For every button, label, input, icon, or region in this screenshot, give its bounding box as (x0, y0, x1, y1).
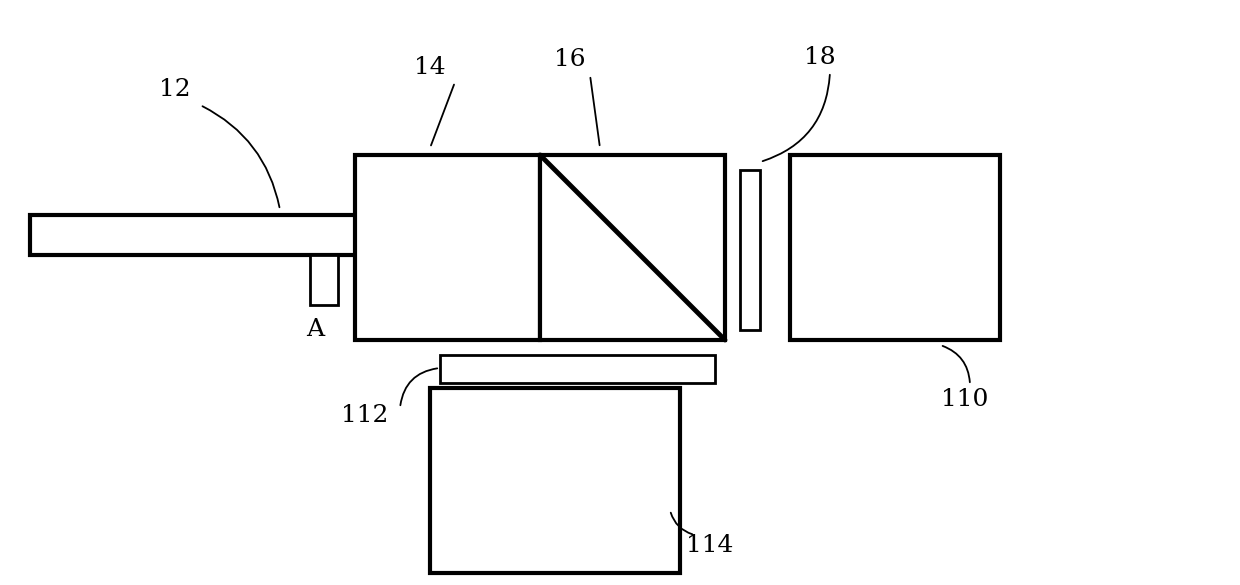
Bar (790, 155, 999, 340)
Text: A: A (306, 318, 324, 342)
Bar (539, 155, 725, 340)
Bar (30, 215, 360, 255)
Bar (440, 355, 715, 383)
Text: 16: 16 (554, 49, 585, 71)
Text: 114: 114 (686, 534, 734, 556)
Text: 14: 14 (414, 57, 446, 80)
Text: 18: 18 (805, 46, 836, 70)
Bar (740, 170, 760, 330)
Bar (430, 388, 680, 573)
Text: 12: 12 (159, 78, 191, 102)
Text: 110: 110 (941, 388, 988, 411)
Bar (310, 255, 339, 305)
Text: 112: 112 (341, 404, 388, 426)
Bar (355, 155, 539, 340)
